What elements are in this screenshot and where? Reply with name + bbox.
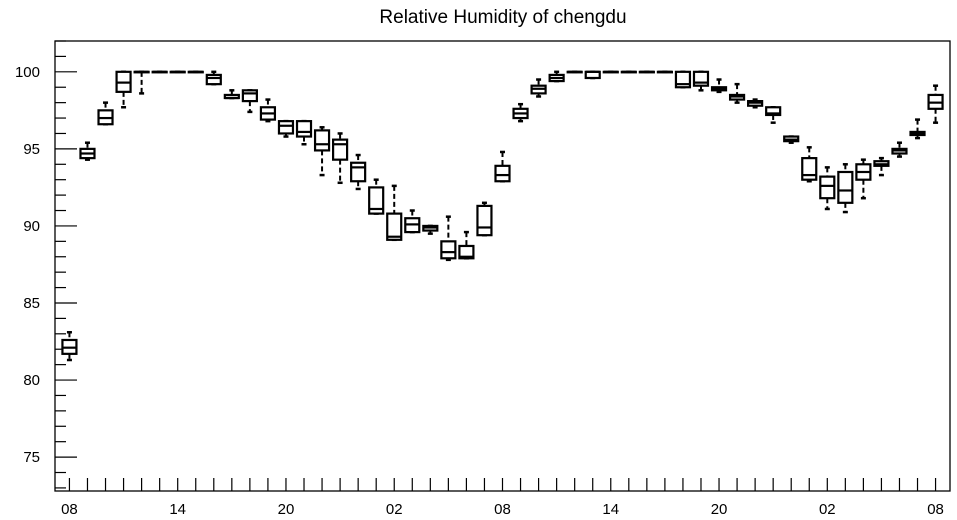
box-plot-item	[277, 119, 295, 138]
box-plot-item	[747, 98, 764, 109]
box-plot-item	[313, 126, 331, 177]
box-plot-item	[205, 70, 222, 86]
x-tick-label: 20	[711, 501, 728, 518]
box-plot-item	[765, 106, 782, 124]
y-tick-label: 75	[23, 449, 40, 466]
box-iqr	[332, 138, 349, 161]
x-tick-label: 02	[386, 501, 403, 518]
box-plot-item	[638, 70, 655, 74]
box-plot-item	[476, 201, 493, 237]
box-iqr	[476, 204, 493, 237]
box-plot-item	[674, 70, 692, 89]
box-iqr	[494, 164, 511, 183]
box-plot-item	[602, 70, 619, 74]
box-plot-item	[259, 98, 277, 123]
x-tick-label: 08	[494, 501, 511, 518]
box-plot-item	[837, 163, 854, 214]
y-tick-label: 95	[23, 141, 40, 158]
box-iqr	[368, 186, 385, 215]
x-tick-label: 08	[61, 501, 78, 518]
box-plot-item	[295, 119, 313, 146]
box-iqr	[295, 120, 313, 138]
box-iqr	[801, 157, 818, 181]
box-plot-item	[458, 230, 475, 260]
box-plot-item	[512, 102, 529, 123]
box-plot-item	[386, 184, 403, 242]
box-plot-item	[584, 70, 601, 80]
y-tick-label: 80	[23, 372, 40, 389]
box-plot-item	[801, 146, 818, 183]
box-plot-item	[404, 209, 421, 234]
box-series	[61, 70, 944, 362]
box-plot-item	[187, 70, 204, 74]
box-plot-item	[530, 78, 547, 98]
x-tick-label: 14	[602, 501, 619, 518]
box-iqr	[386, 212, 403, 241]
box-plot-item	[151, 70, 168, 74]
plot-frame	[54, 40, 951, 492]
y-tick-label: 85	[23, 295, 40, 312]
box-plot-item	[241, 89, 258, 114]
x-axis: 08 14 20 02 08 14 20 02 08	[61, 478, 944, 518]
box-plot-item	[620, 70, 637, 74]
x-tick-label: 14	[169, 501, 186, 518]
box-plot-item	[332, 132, 349, 185]
box-plot-item	[927, 84, 944, 124]
y-tick-label: 90	[23, 218, 40, 235]
box-plot-item	[873, 156, 890, 177]
x-tick-label: 02	[819, 501, 836, 518]
box-plot-item	[97, 101, 114, 126]
box-plot-item	[891, 141, 908, 158]
box-iqr	[241, 89, 258, 103]
box-iqr	[458, 244, 475, 260]
chart-title: Relative Humidity of chengdu	[379, 7, 626, 28]
x-tick-label: 08	[927, 501, 944, 518]
box-plot-item	[909, 118, 926, 140]
box-plot-item	[548, 70, 565, 83]
box-iqr	[313, 129, 331, 152]
x-tick-label: 20	[278, 501, 295, 518]
box-iqr	[837, 170, 854, 204]
box-iqr	[350, 161, 367, 183]
box-plot-item	[422, 224, 439, 235]
box-iqr	[440, 240, 457, 260]
box-plot-item	[79, 141, 96, 161]
box-plot-item	[728, 82, 746, 104]
box-plot-item	[115, 70, 132, 109]
box-plot-item	[692, 70, 710, 92]
box-plot-item	[656, 70, 673, 74]
box-plot-item	[783, 135, 800, 144]
box-plot-item	[133, 70, 150, 95]
box-plot-item	[223, 89, 240, 100]
box-plot-item	[494, 150, 511, 183]
box-plot-item	[368, 178, 385, 215]
box-plot-item	[350, 153, 367, 191]
y-tick-label: 100	[15, 64, 40, 81]
box-iqr	[277, 120, 295, 135]
box-plot-item	[440, 215, 457, 262]
y-axis: 75 80 85 90 95 100	[15, 40, 77, 489]
box-iqr	[819, 175, 836, 200]
box-plot-item	[855, 158, 872, 200]
box-plot-item	[819, 166, 836, 211]
box-iqr	[765, 106, 782, 117]
box-plot-item	[61, 331, 78, 362]
box-plot-item	[169, 70, 186, 74]
box-plot-item	[710, 78, 728, 94]
box-iqr	[205, 73, 222, 86]
box-plot-item	[566, 70, 583, 74]
